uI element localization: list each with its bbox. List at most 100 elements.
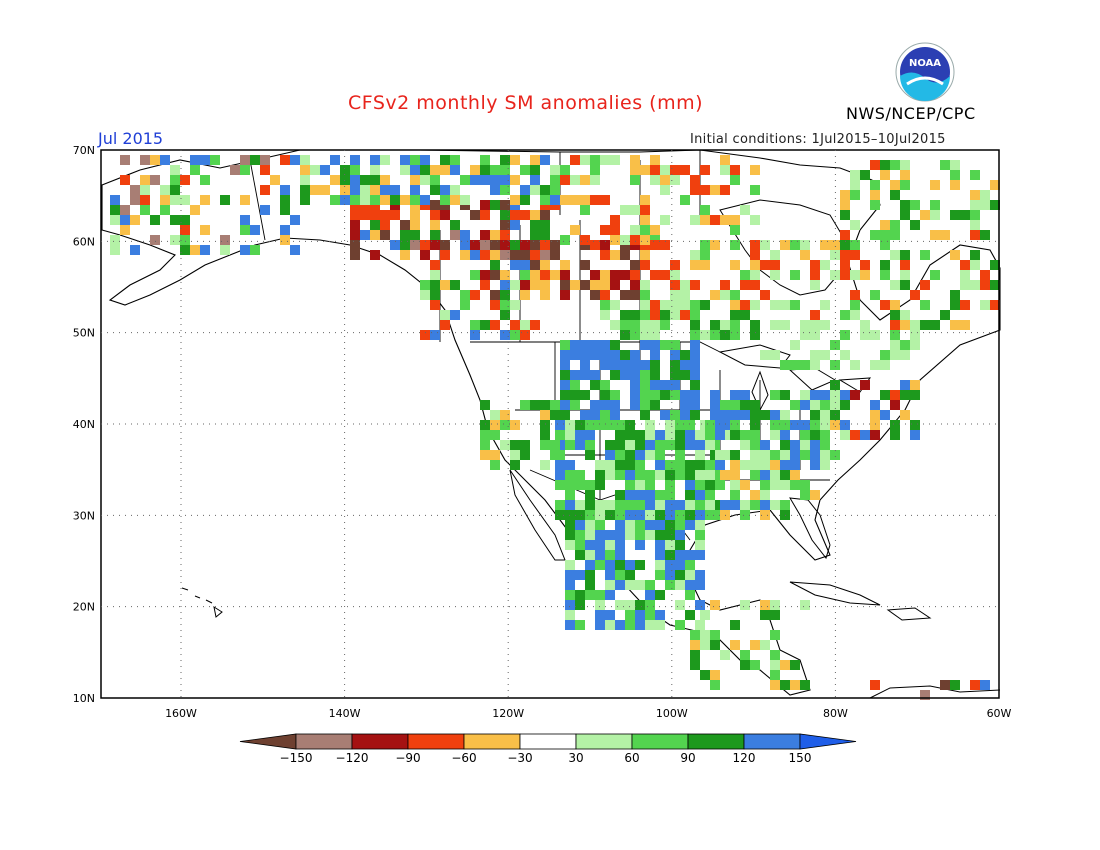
anomaly-cell: [665, 550, 675, 560]
anomaly-cell: [200, 155, 210, 165]
anomaly-cell: [260, 165, 270, 175]
anomaly-cell: [640, 340, 650, 350]
anomaly-cell: [510, 195, 520, 205]
anomaly-cell: [780, 300, 790, 310]
anomaly-cell: [820, 460, 830, 470]
anomaly-cell: [870, 400, 880, 410]
anomaly-cell: [705, 440, 715, 450]
anomaly-cell: [580, 280, 590, 290]
anomaly-cell: [680, 300, 690, 310]
anomaly-cell: [760, 460, 770, 470]
anomaly-cell: [770, 670, 780, 680]
anomaly-cell: [430, 200, 440, 210]
anomaly-cell: [750, 240, 760, 250]
anomaly-cell: [500, 250, 510, 260]
anomaly-cell: [760, 260, 770, 270]
anomaly-cell: [770, 470, 780, 480]
anomaly-cell: [480, 430, 490, 440]
anomaly-cell: [740, 390, 750, 400]
anomaly-cell: [645, 430, 655, 440]
anomaly-cell: [510, 450, 520, 460]
anomaly-cell: [635, 480, 645, 490]
anomaly-cell: [750, 165, 760, 175]
anomaly-cell: [635, 460, 645, 470]
anomaly-cell: [760, 500, 770, 510]
anomaly-cell: [750, 260, 760, 270]
anomaly-cell: [675, 520, 685, 530]
anomaly-cell: [800, 330, 810, 340]
anomaly-cell: [670, 370, 680, 380]
anomaly-cell: [880, 230, 890, 240]
anomaly-cell: [575, 480, 585, 490]
anomaly-cell: [470, 210, 480, 220]
anomaly-cell: [900, 170, 910, 180]
anomaly-cell: [170, 175, 180, 185]
anomaly-cell: [695, 490, 705, 500]
anomaly-patches: [110, 155, 1000, 700]
anomaly-cell: [870, 290, 880, 300]
anomaly-cell: [510, 210, 520, 220]
anomaly-cell: [610, 270, 620, 280]
anomaly-cell: [610, 250, 620, 260]
anomaly-cell: [120, 205, 130, 215]
anomaly-cell: [180, 245, 190, 255]
anomaly-cell: [490, 270, 500, 280]
anomaly-cell: [565, 590, 575, 600]
anomaly-cell: [690, 340, 700, 350]
anomaly-cell: [655, 560, 665, 570]
anomaly-cell: [590, 400, 600, 410]
anomaly-cell: [645, 450, 655, 460]
anomaly-cell: [850, 240, 860, 250]
anomaly-cell: [635, 440, 645, 450]
anomaly-cell: [770, 660, 780, 670]
anomaly-cell: [870, 180, 880, 190]
anomaly-cell: [840, 390, 850, 400]
anomaly-cell: [590, 155, 600, 165]
anomaly-cell: [490, 165, 500, 175]
anomaly-cell: [550, 410, 560, 420]
anomaly-cell: [615, 470, 625, 480]
anomaly-cell: [810, 400, 820, 410]
anomaly-cell: [550, 165, 560, 175]
anomaly-cell: [890, 230, 900, 240]
anomaly-cell: [630, 165, 640, 175]
anomaly-cell: [565, 430, 575, 440]
anomaly-cell: [500, 290, 510, 300]
anomaly-cell: [470, 330, 480, 340]
anomaly-cell: [170, 195, 180, 205]
anomaly-cell: [440, 310, 450, 320]
anomaly-cell: [605, 500, 615, 510]
anomaly-cell: [590, 290, 600, 300]
anomaly-cell: [800, 480, 810, 490]
colorbar-tick-label: −90: [395, 751, 420, 765]
anomaly-cell: [530, 210, 540, 220]
anomaly-cell: [950, 210, 960, 220]
anomaly-cell: [640, 390, 650, 400]
anomaly-cell: [750, 400, 760, 410]
anomaly-cell: [655, 540, 665, 550]
anomaly-cell: [110, 245, 120, 255]
anomaly-cell: [685, 470, 695, 480]
anomaly-cell: [540, 240, 550, 250]
anomaly-cell: [780, 460, 790, 470]
anomaly-cell: [890, 350, 900, 360]
anomaly-cell: [650, 350, 660, 360]
anomaly-cell: [210, 155, 220, 165]
anomaly-cell: [640, 260, 650, 270]
anomaly-cell: [130, 195, 140, 205]
anomaly-cell: [520, 330, 530, 340]
anomaly-cell: [630, 225, 640, 235]
anomaly-cell: [910, 340, 920, 350]
anomaly-cell: [800, 400, 810, 410]
anomaly-cell: [980, 300, 990, 310]
anomaly-cell: [655, 570, 665, 580]
anomaly-cell: [890, 190, 900, 200]
anomaly-cell: [770, 320, 780, 330]
anomaly-cell: [760, 490, 770, 500]
anomaly-cell: [900, 260, 910, 270]
lat-tick-label: 20N: [73, 601, 95, 614]
hawaii-outline: [181, 587, 223, 618]
anomaly-cell: [520, 210, 530, 220]
anomaly-cell: [910, 200, 920, 210]
anomaly-cell: [580, 205, 590, 215]
